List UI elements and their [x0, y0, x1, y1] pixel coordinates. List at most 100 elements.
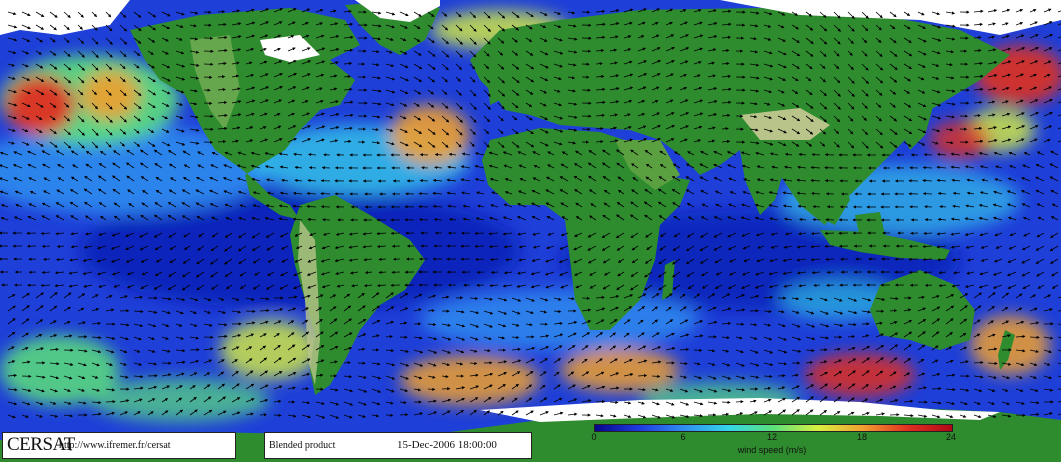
wind-vector [469, 11, 477, 19]
wind-vector [259, 73, 269, 78]
wind-vector [945, 24, 956, 28]
wind-vector [931, 24, 942, 29]
wind-vector [875, 24, 882, 31]
wind-vector [1001, 22, 1009, 26]
wind-vector [623, 86, 634, 91]
wind-vector [441, 63, 449, 71]
wind-vector [707, 48, 717, 52]
wind-vector [819, 37, 828, 45]
wind-vector [1001, 47, 1011, 52]
wind-vector [1029, 9, 1037, 13]
arctic-ice-siberia [720, 0, 1061, 35]
wind-vector [21, 37, 31, 42]
wind-vector [119, 24, 128, 32]
wind-vector [301, 100, 309, 104]
wind-vector [418, 192, 429, 196]
wind-vector [637, 60, 647, 65]
wind-vector [455, 50, 463, 58]
wind-vector [923, 153, 933, 157]
wind-vector [1029, 60, 1039, 65]
wind-vector [763, 24, 772, 28]
wind-vector [91, 63, 99, 71]
wind-vector [721, 22, 732, 26]
wind-vector [161, 11, 171, 17]
wind-vector [553, 50, 564, 55]
wind-vector [609, 35, 619, 39]
colorbar-legend: 0 6 12 18 24 wind speed (m/s) [560, 420, 980, 460]
wind-vector [875, 89, 883, 96]
wind-vector [217, 48, 228, 53]
wind-vector [273, 47, 281, 52]
wind-vector [49, 63, 58, 70]
wind-vector [245, 73, 255, 78]
wind-vector [427, 76, 436, 83]
wind-vector [1015, 73, 1024, 78]
wind-vector [21, 63, 29, 68]
wind-vector [399, 11, 409, 17]
wind-vector [175, 89, 185, 94]
wind-vector [889, 11, 897, 18]
wind-vector [651, 34, 660, 39]
wind-vector [525, 11, 534, 18]
wind-vector [931, 76, 940, 80]
wind-vector [931, 387, 942, 391]
wind-vector [217, 22, 227, 27]
wind-vector [861, 50, 868, 57]
wind-vector [679, 9, 687, 13]
wind-vector [245, 61, 253, 65]
wind-vector [413, 37, 421, 42]
wind-vector [147, 89, 157, 96]
wind-vector [21, 102, 31, 108]
wind-vector [791, 24, 799, 30]
wind-vector [413, 63, 423, 70]
wind-vector [455, 11, 462, 18]
wind-vector [903, 37, 912, 43]
wind-vector [308, 166, 317, 170]
wind-vector [567, 50, 578, 54]
wind-vector [175, 76, 186, 81]
wind-vector [511, 50, 519, 56]
wind-vector [147, 76, 156, 83]
wind-vector [973, 48, 982, 53]
wind-vector [105, 102, 113, 110]
wind-vector [418, 205, 429, 209]
wind-vector [567, 76, 576, 80]
wind-vector [217, 61, 227, 66]
wind-vector [903, 89, 910, 94]
wind-vector [273, 60, 283, 65]
wind-vector [819, 24, 828, 32]
wind-vector [161, 76, 171, 82]
wind-vector [231, 22, 242, 26]
wind-vector [973, 61, 983, 66]
wind-vector [861, 37, 868, 44]
wind-vector [539, 89, 548, 94]
wind-vector [329, 61, 339, 65]
wind-vector [385, 63, 395, 68]
wind-vector [637, 8, 647, 13]
wind-vector [35, 50, 42, 55]
wind-vector [315, 73, 325, 78]
wind-vector [889, 24, 896, 30]
wind-vector [1043, 21, 1053, 26]
wind-vector [175, 11, 185, 16]
wind-vector [287, 60, 297, 65]
wind-vector [553, 24, 562, 28]
provider-url-link[interactable]: http://www.ifremer.fr/cersat [59, 440, 171, 451]
wind-vector [511, 37, 518, 43]
wind-vector [1043, 33, 1054, 39]
wind-vector [7, 102, 18, 107]
wind-vector [175, 63, 186, 68]
wind-vector [889, 76, 898, 83]
wind-vector [217, 35, 228, 40]
wind-vector [105, 50, 113, 58]
wind-vector [637, 21, 646, 26]
wind-vector [553, 89, 561, 93]
wind-vector [161, 102, 170, 107]
wind-vector [833, 37, 841, 45]
wind-vector [245, 21, 256, 26]
wind-vector [399, 63, 409, 68]
wind-vector [987, 48, 997, 52]
wind-vector [315, 87, 323, 91]
wind-vector [903, 24, 911, 30]
